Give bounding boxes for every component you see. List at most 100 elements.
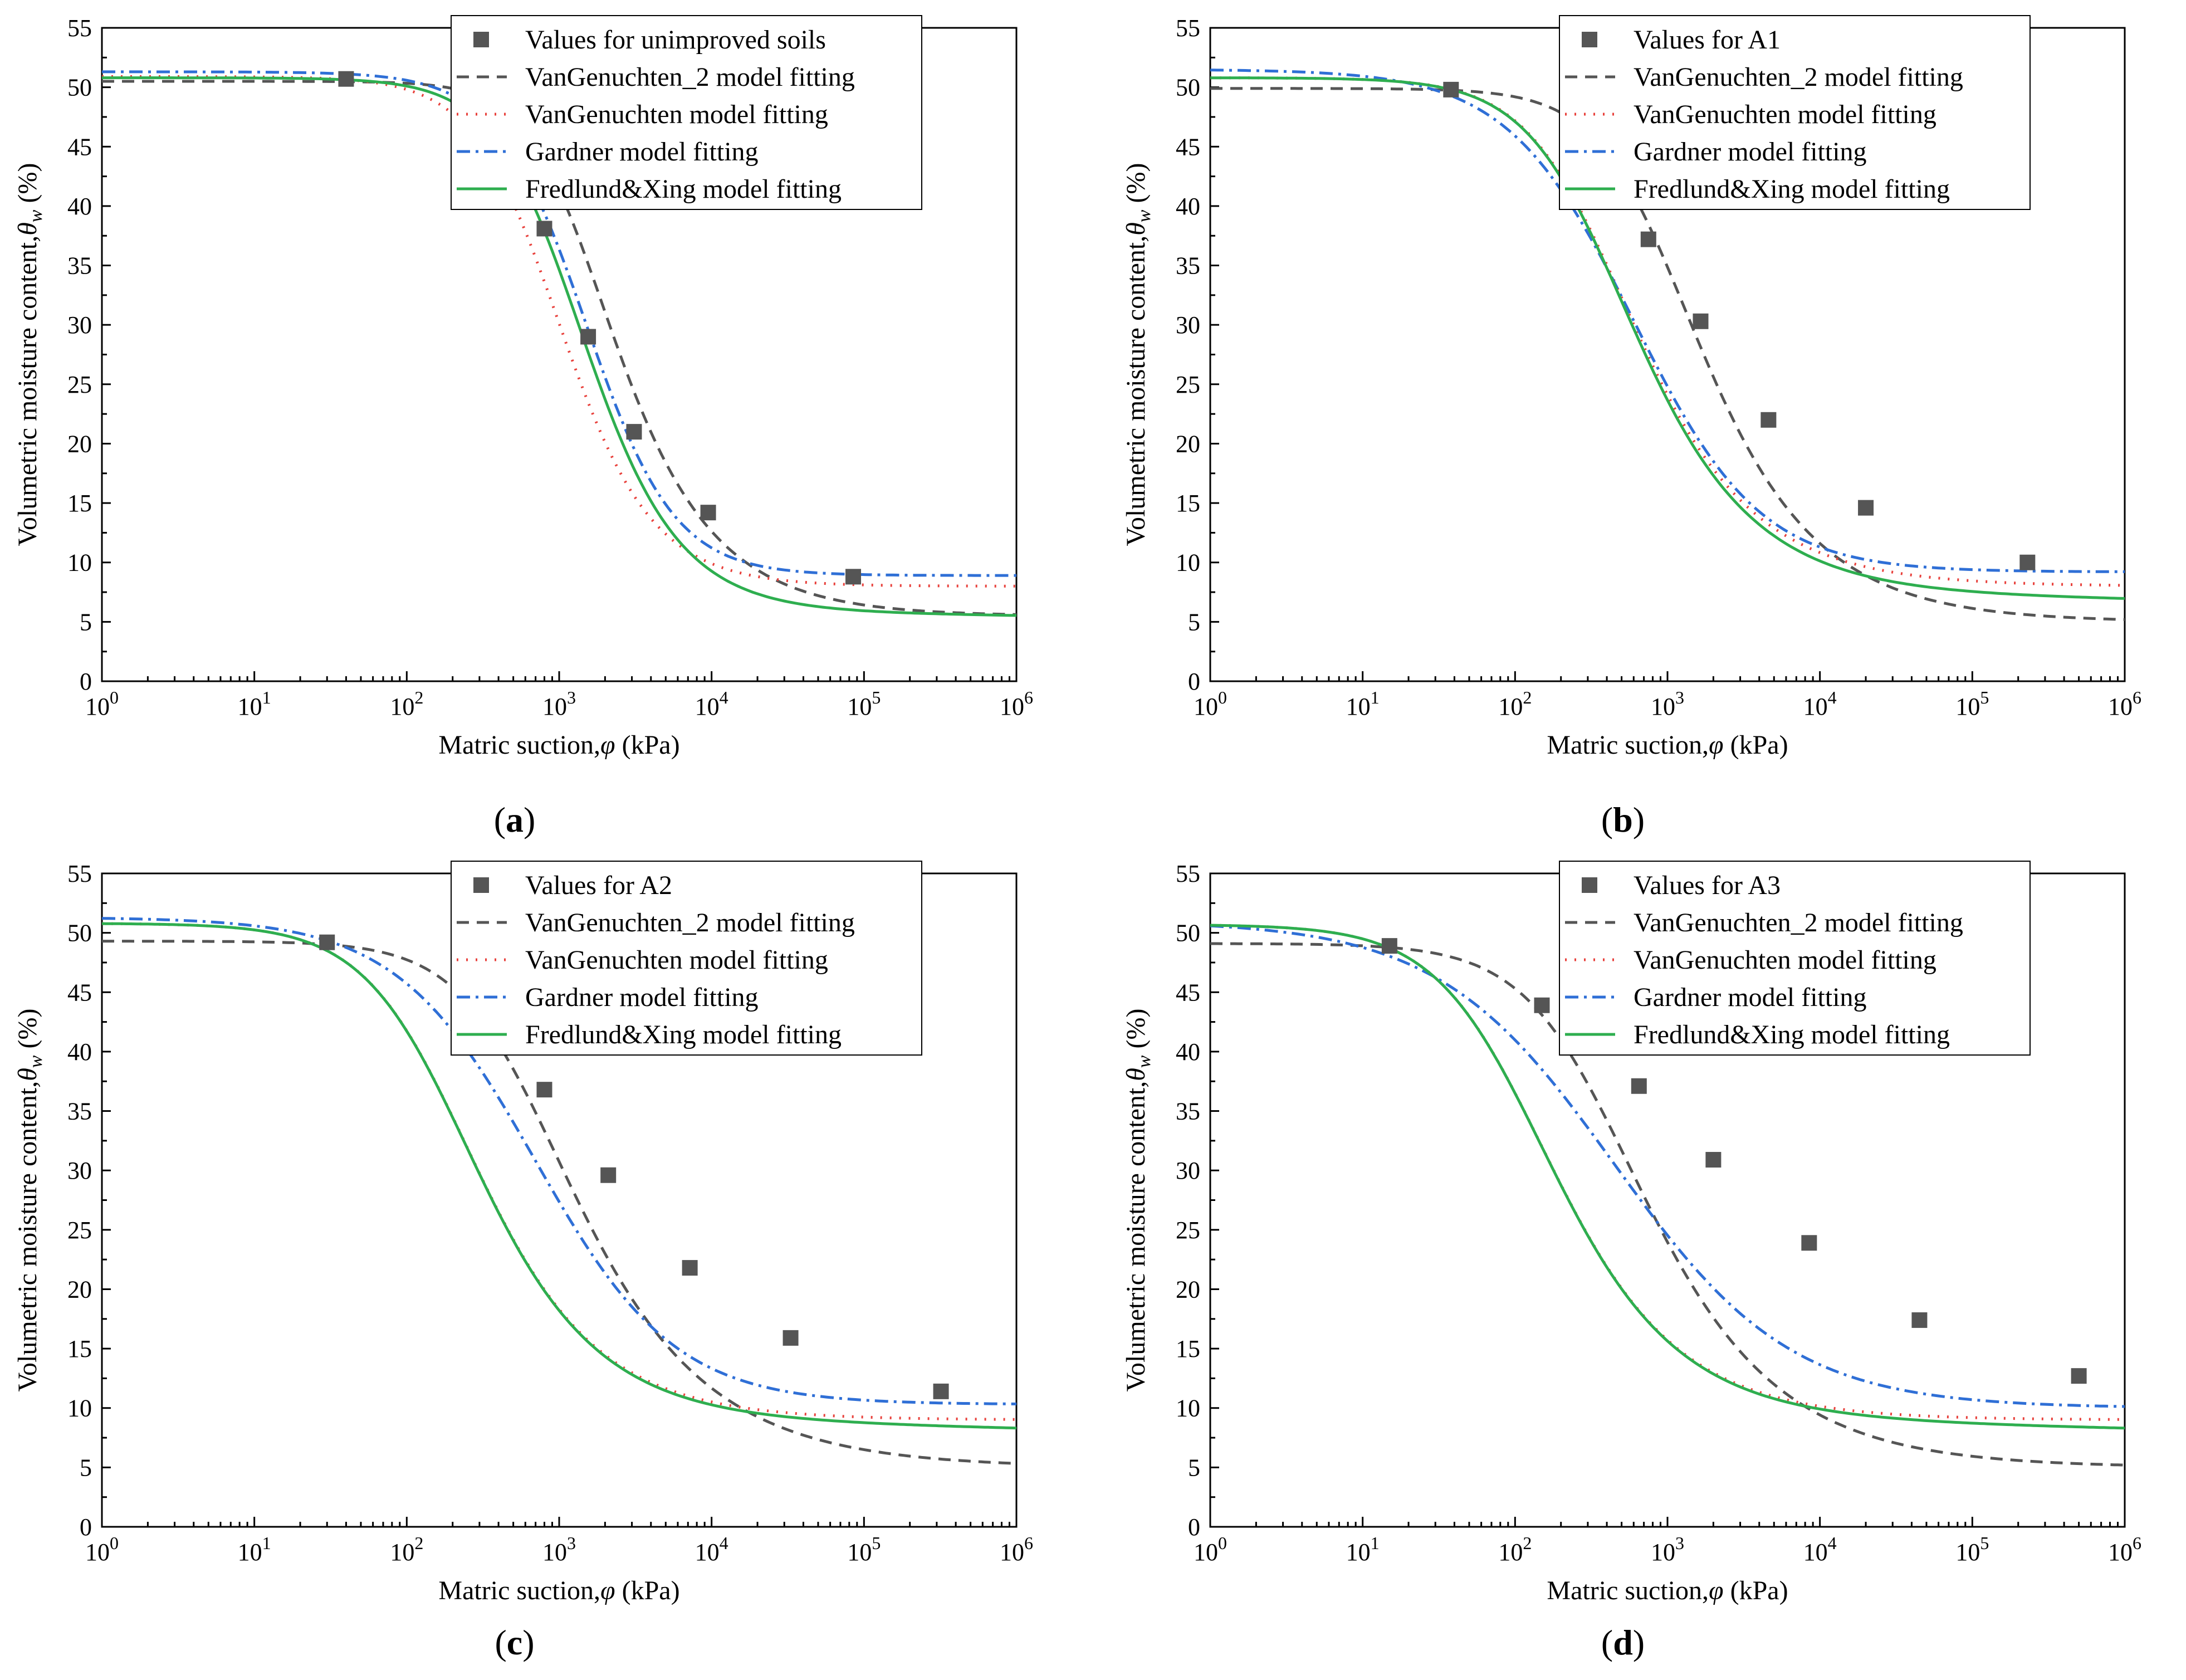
data-point — [536, 221, 552, 237]
y-tick-label: 30 — [67, 1157, 92, 1184]
y-tick-label: 30 — [67, 311, 92, 339]
legend-entry: Fredlund&Xing model fitting — [1634, 174, 1950, 204]
legend-entry: Values for A1 — [1634, 25, 1781, 55]
x-tick-label: 106 — [2108, 1533, 2141, 1566]
x-tick-label: 105 — [1955, 687, 1989, 720]
y-tick-label: 50 — [1176, 920, 1200, 947]
y-tick-label: 30 — [1176, 1157, 1200, 1184]
data-point — [1801, 1235, 1817, 1251]
y-tick-label: 40 — [67, 193, 92, 220]
x-tick-label: 102 — [1498, 687, 1532, 720]
legend-entry: VanGenuchten model fitting — [525, 100, 828, 129]
chart-panel-d: 0 5 10 15 20 25 30 35 40 45 50 55 100 101 102 103 104 105… — [1121, 860, 2141, 1662]
legend-entry: VanGenuchten_2 model fitting — [525, 62, 855, 92]
y-tick-label: 10 — [67, 549, 92, 577]
y-tick-label: 10 — [1176, 1395, 1200, 1422]
legend-entry: VanGenuchten model fitting — [1634, 100, 1936, 129]
x-tick-label: 103 — [1651, 687, 1684, 720]
panel-label: (c) — [495, 1623, 534, 1662]
legend-entry: Fredlund&Xing model fitting — [1634, 1020, 1950, 1049]
y-tick-label: 20 — [67, 1276, 92, 1303]
y-tick-label: 30 — [1176, 311, 1200, 339]
x-axis-label: Matric suction,φ (kPa) — [1547, 730, 1788, 760]
data-point — [1911, 1312, 1928, 1328]
y-tick-label: 20 — [67, 430, 92, 457]
y-tick-label: 15 — [67, 1335, 92, 1362]
legend-entry: Values for A2 — [525, 871, 672, 900]
legend-entry: Values for unimproved soils — [525, 25, 826, 55]
x-tick-label: 102 — [390, 1533, 423, 1566]
series-line-gardner — [1210, 69, 2125, 573]
legend-entry: Values for A3 — [1634, 871, 1781, 900]
x-tick-label: 106 — [1000, 1533, 1033, 1566]
x-tick-label: 106 — [2108, 687, 2141, 720]
y-axis-label: Volumetric moisture content,θw (%) — [1121, 163, 1155, 546]
y-tick-label: 55 — [67, 14, 92, 42]
x-tick-label: 101 — [1346, 1533, 1380, 1566]
y-tick-label: 55 — [1176, 860, 1200, 887]
x-tick-label: 104 — [1803, 1533, 1837, 1566]
data-point — [933, 1383, 949, 1399]
y-tick-label: 50 — [67, 920, 92, 947]
y-tick-label: 45 — [67, 133, 92, 160]
chart-panel-a: 0 5 10 15 20 25 30 35 40 45 50 55 100 101 102 103 104 105… — [13, 14, 1033, 839]
panel-label: (a) — [494, 800, 536, 839]
y-tick-label: 0 — [80, 668, 92, 695]
legend-entry: Gardner model fitting — [1634, 983, 1867, 1012]
series-line-fredlund-xing — [1210, 76, 2125, 600]
data-point — [1631, 1078, 1647, 1094]
y-tick-label: 40 — [67, 1038, 92, 1066]
y-tick-label: 55 — [1176, 14, 1200, 42]
data-point — [845, 569, 862, 585]
y-tick-label: 15 — [1176, 490, 1200, 517]
y-tick-label: 5 — [80, 1454, 92, 1481]
legend-marker — [473, 877, 489, 893]
x-tick-label: 100 — [1194, 1533, 1227, 1566]
y-tick-label: 25 — [67, 371, 92, 398]
x-tick-label: 102 — [390, 687, 423, 720]
y-axis-label: Volumetric moisture content,θw (%) — [1121, 1009, 1155, 1392]
x-tick-label: 106 — [1000, 687, 1033, 720]
x-tick-label: 105 — [847, 687, 881, 720]
y-tick-label: 40 — [1176, 1038, 1200, 1066]
y-tick-label: 50 — [67, 74, 92, 101]
y-tick-label: 45 — [1176, 979, 1200, 1006]
legend-box — [1559, 861, 2031, 1056]
y-tick-label: 25 — [67, 1217, 92, 1244]
x-tick-label: 100 — [1194, 687, 1227, 720]
y-tick-label: 25 — [1176, 1217, 1200, 1244]
x-tick-label: 100 — [85, 687, 119, 720]
y-tick-label: 5 — [80, 608, 92, 636]
y-tick-label: 20 — [1176, 430, 1200, 457]
legend-marker — [1582, 877, 1597, 893]
x-tick-label: 101 — [1346, 687, 1380, 720]
y-tick-label: 15 — [1176, 1335, 1200, 1362]
y-axis-label: Volumetric moisture content,θw (%) — [13, 1009, 46, 1392]
panel-label: (b) — [1601, 800, 1645, 839]
series-line-gardner — [102, 917, 1016, 1405]
legend-entry: VanGenuchten_2 model fitting — [525, 908, 855, 937]
legend-entry: Fredlund&Xing model fitting — [525, 1020, 842, 1049]
y-tick-label: 55 — [67, 860, 92, 887]
data-point — [2071, 1368, 2087, 1384]
x-tick-label: 103 — [1651, 1533, 1684, 1566]
data-point — [580, 329, 596, 345]
series-line-fredlund-xing — [102, 76, 1016, 617]
y-tick-label: 0 — [1188, 1513, 1200, 1541]
series-line-fredlund-xing — [102, 922, 1016, 1430]
data-point — [1534, 997, 1550, 1013]
y-tick-label: 5 — [1188, 608, 1200, 636]
data-point — [626, 424, 642, 440]
series-line-gardner — [1210, 924, 2125, 1408]
data-point — [1640, 231, 1656, 247]
y-tick-label: 35 — [1176, 1098, 1200, 1125]
x-tick-label: 100 — [85, 1533, 119, 1566]
legend-entry: Gardner model fitting — [525, 983, 759, 1012]
data-point — [783, 1330, 799, 1346]
legend: Values for A1 VanGenuchten_2 model fittin… — [1559, 15, 2031, 210]
data-point — [1705, 1151, 1722, 1168]
y-tick-label: 10 — [1176, 549, 1200, 577]
x-tick-label: 105 — [1955, 1533, 1989, 1566]
legend-marker — [1582, 32, 1597, 47]
